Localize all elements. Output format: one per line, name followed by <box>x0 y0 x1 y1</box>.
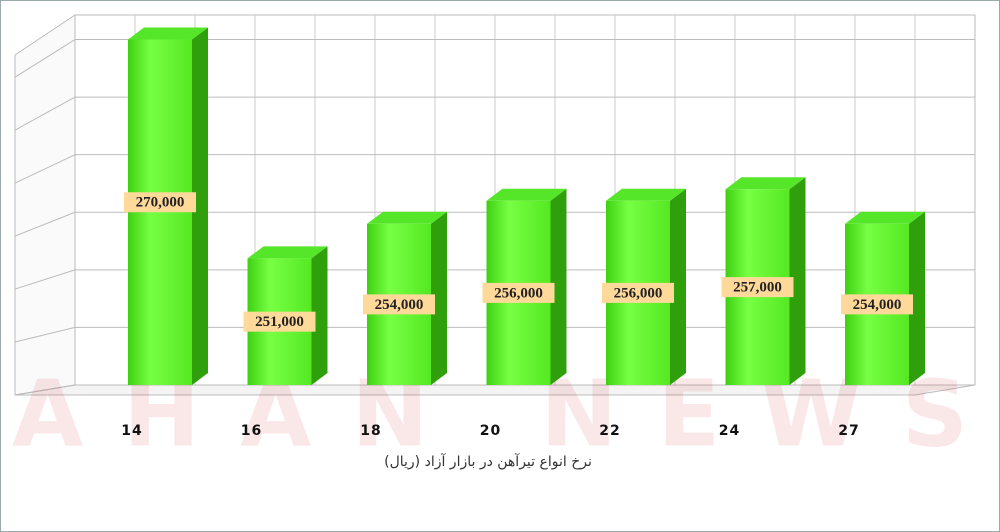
grid-line-side <box>14 326 76 343</box>
grid-line-side <box>14 154 76 184</box>
value-label-bg <box>243 311 316 332</box>
bar-top <box>486 188 567 201</box>
x-tick-label: 22 <box>599 423 620 439</box>
value-label-bg <box>841 294 913 315</box>
chart-title: نرخ انواع تیرآهن در بازار آزاد (ریال) <box>384 453 592 470</box>
bar-top <box>247 246 328 259</box>
bar-top <box>128 27 208 40</box>
value-label: 254,000 <box>375 297 424 313</box>
bar-top <box>367 211 447 224</box>
grid-line-side <box>14 211 76 237</box>
value-label: 254,000 <box>853 297 902 313</box>
value-label: 270,000 <box>136 195 185 211</box>
x-tick-label: 16 <box>241 423 262 439</box>
value-label-bg <box>602 282 674 303</box>
x-tick-label: 20 <box>480 423 501 439</box>
bar-side <box>670 188 686 385</box>
value-label-bg <box>482 282 555 303</box>
value-label-bg <box>721 277 794 298</box>
bar-side <box>789 177 806 385</box>
value-label-bg <box>363 294 435 315</box>
bar-side <box>909 211 925 385</box>
x-tick-label: 18 <box>360 423 381 439</box>
x-tick-label: 24 <box>719 423 740 439</box>
x-tick-label: 14 <box>121 423 142 439</box>
x-tick-label: 27 <box>838 423 859 439</box>
bar-top <box>725 177 806 190</box>
bar-side <box>550 188 567 385</box>
value-label: 257,000 <box>733 280 782 296</box>
grid-line-side <box>14 269 76 290</box>
grid-line-side <box>14 384 76 396</box>
value-label: 256,000 <box>494 285 543 301</box>
value-label-bg <box>124 192 196 213</box>
grid-line-side <box>14 39 76 78</box>
bar-side <box>311 246 328 385</box>
bar-side <box>192 27 208 386</box>
bar-side <box>431 211 447 385</box>
value-label: 256,000 <box>614 285 663 301</box>
value-label: 251,000 <box>255 314 304 330</box>
plot: 270,000 14 251,000 16 254,000 18 256,000 20 256,… <box>121 27 925 439</box>
grid-line-side <box>14 96 76 131</box>
bar-top <box>606 188 686 201</box>
bar-top <box>845 211 925 224</box>
